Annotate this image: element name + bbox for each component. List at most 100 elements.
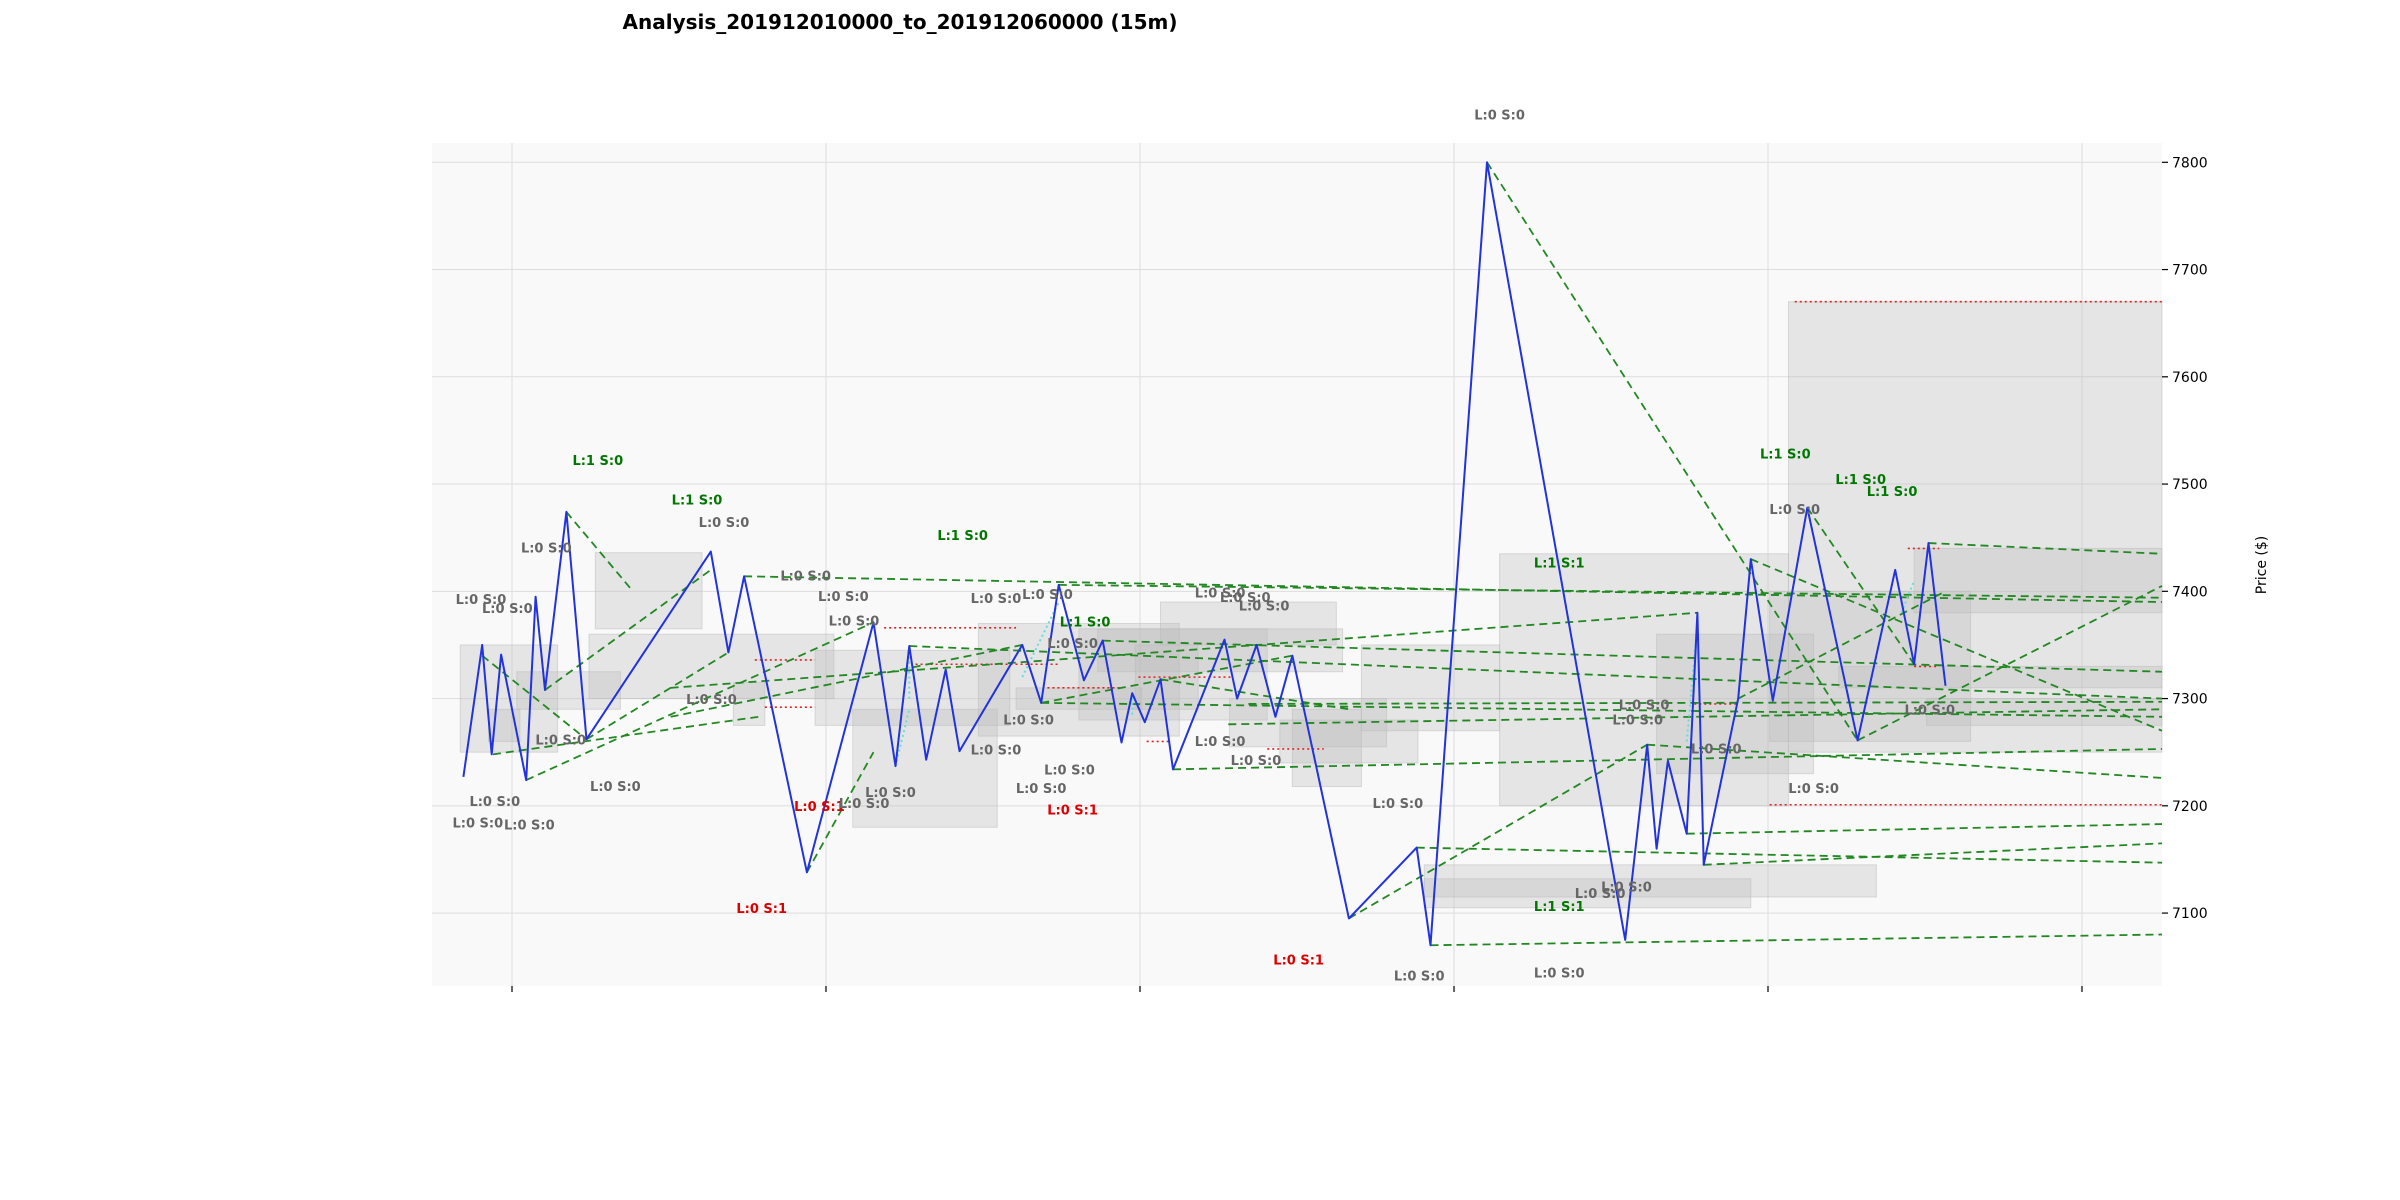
annotation-label: L:0 S:0: [971, 743, 1022, 758]
annotation-label: L:0 S:0: [535, 734, 586, 749]
annotation-label: L:0 S:0: [686, 693, 737, 708]
y-tick-label: 7700: [2172, 263, 2208, 279]
trend-line: [670, 644, 1023, 718]
annotation-label: L:0 S:1: [1047, 803, 1098, 818]
annotation-label: L:0 S:0: [590, 780, 641, 795]
price-series: [462, 161, 1947, 947]
annotation-label: L:0 S:0: [1047, 637, 1098, 652]
annotation-label: L:0 S:0: [829, 615, 880, 630]
price-line: [462, 161, 1947, 947]
zone-rect: [1423, 878, 1752, 909]
annotation-label: L:0 S:0: [1239, 600, 1290, 615]
trend-line: [1647, 743, 2163, 779]
annotation-label: L:0 S:0: [780, 570, 831, 585]
y-tick-label: 7600: [2172, 370, 2208, 386]
y-tick-label: 7200: [2172, 799, 2208, 815]
trend-line: [1058, 583, 2163, 599]
annotation-label: L:0 S:0: [1195, 735, 1246, 750]
annotation-label: L:0 S:0: [1601, 881, 1652, 896]
trend-line: [1857, 585, 2163, 742]
trend-line: [492, 715, 759, 756]
annotation-label: L:0 S:0: [1691, 742, 1742, 757]
annotation-label: L:0 S:0: [1016, 782, 1067, 797]
annotation-label: L:0 S:0: [1619, 698, 1670, 713]
annotation-label: L:1 S:0: [672, 493, 723, 508]
annotations: L:1 S:0L:1 S:0L:1 S:0L:1 S:0L:1 S:1L:1 S…: [453, 108, 1956, 984]
trend-line: [1806, 507, 1915, 665]
levels: [754, 300, 2162, 806]
annotation-label: L:0 S:0: [1534, 966, 1585, 981]
annotation-label: L:0 S:0: [1003, 713, 1054, 728]
annotation-label: L:0 S:0: [469, 795, 520, 810]
trend-line: [806, 751, 875, 873]
trend-lines: [481, 161, 2163, 947]
trend-line: [565, 511, 634, 592]
annotation-label: L:0 S:0: [1022, 588, 1073, 603]
annotation-label: L:0 S:0: [1769, 503, 1820, 518]
trend-line: [1102, 639, 2163, 673]
zone-rect: [516, 671, 621, 710]
zone-rect: [1423, 864, 1877, 898]
trend-line: [1348, 743, 1648, 920]
zone-rect: [1279, 719, 1419, 764]
y-tick-label: 7400: [2172, 584, 2208, 600]
annotation-label: L:0 S:0: [865, 786, 916, 801]
zones: [459, 301, 2163, 909]
trend-line: [586, 651, 729, 741]
zone-rect: [1838, 665, 2163, 689]
chart-title: Analysis_201912010000_to_201912060000 (1…: [622, 10, 1178, 34]
annotation-label: L:0 S:0: [521, 542, 572, 557]
annotation-label: L:0 S:0: [971, 592, 1022, 607]
annotation-label: L:0 S:0: [1231, 754, 1282, 769]
annotation-label: L:0 S:1: [736, 902, 787, 917]
trend-line: [544, 569, 712, 691]
trend-line: [481, 654, 588, 741]
y-tick-label: 7100: [2172, 906, 2208, 922]
annotation-label: L:1 S:0: [1760, 447, 1811, 462]
annotation-label: L:0 S:0: [1575, 887, 1626, 902]
annotation-label: L:0 S:0: [699, 516, 750, 531]
trend-line: [1248, 700, 2163, 705]
annotation-label: L:1 S:0: [937, 529, 988, 544]
trend-line: [1486, 161, 1859, 741]
annotation-label: L:0 S:0: [1373, 797, 1424, 812]
annotation-label: L:0 S:0: [1788, 782, 1839, 797]
zone-rect: [732, 681, 766, 726]
zone-rect: [1159, 601, 1337, 646]
zone-rect: [1787, 301, 2163, 753]
trend-line: [1430, 933, 2163, 947]
annotation-label: L:1 S:0: [1060, 616, 1111, 631]
trend-line: [1703, 842, 2163, 866]
annotation-label: L:0 S:1: [1273, 954, 1324, 969]
annotation-label: L:1 S:1: [1534, 900, 1585, 915]
annotation-label: L:1 S:0: [1835, 473, 1886, 488]
link-line: [1021, 601, 1060, 678]
trend-line: [1686, 823, 2163, 835]
annotation-label: L:0 S:0: [504, 818, 555, 833]
annotation-label: L:0 S:0: [1220, 591, 1271, 606]
annotation-label: L:0 S:0: [482, 602, 533, 617]
annotation-label: L:0 S:0: [1474, 108, 1525, 123]
y-tick-label: 7500: [2172, 477, 2208, 493]
annotation-label: L:0 S:0: [1612, 713, 1663, 728]
zone-rect: [1913, 547, 2163, 614]
annotation-label: L:1 S:0: [1867, 485, 1918, 500]
trend-line: [1041, 701, 2163, 718]
annotation-label: L:0 S:0: [1044, 764, 1095, 779]
annotation-label: L:0 S:1: [794, 800, 845, 815]
zone-rect: [1360, 644, 1501, 732]
y-tick-label: 7300: [2172, 692, 2208, 708]
y-tick-label: 7800: [2172, 155, 2208, 171]
annotation-label: L:1 S:0: [572, 454, 623, 469]
annotation-label: L:0 S:0: [1394, 970, 1445, 985]
annotation-label: L:0 S:0: [818, 590, 869, 605]
annotation-label: L:0 S:0: [453, 816, 504, 831]
annotation-label: L:0 S:0: [839, 797, 890, 812]
annotation-label: L:0 S:0: [1195, 587, 1246, 602]
axes: 7100 7200 7300 7400 7500 7600 7700 7800: [511, 155, 2208, 992]
trend-line: [1173, 748, 2163, 771]
annotation-label: L:0 S:0: [1904, 704, 1955, 719]
annotation-label: L:1 S:1: [1534, 557, 1585, 572]
trend-line: [670, 611, 1698, 689]
